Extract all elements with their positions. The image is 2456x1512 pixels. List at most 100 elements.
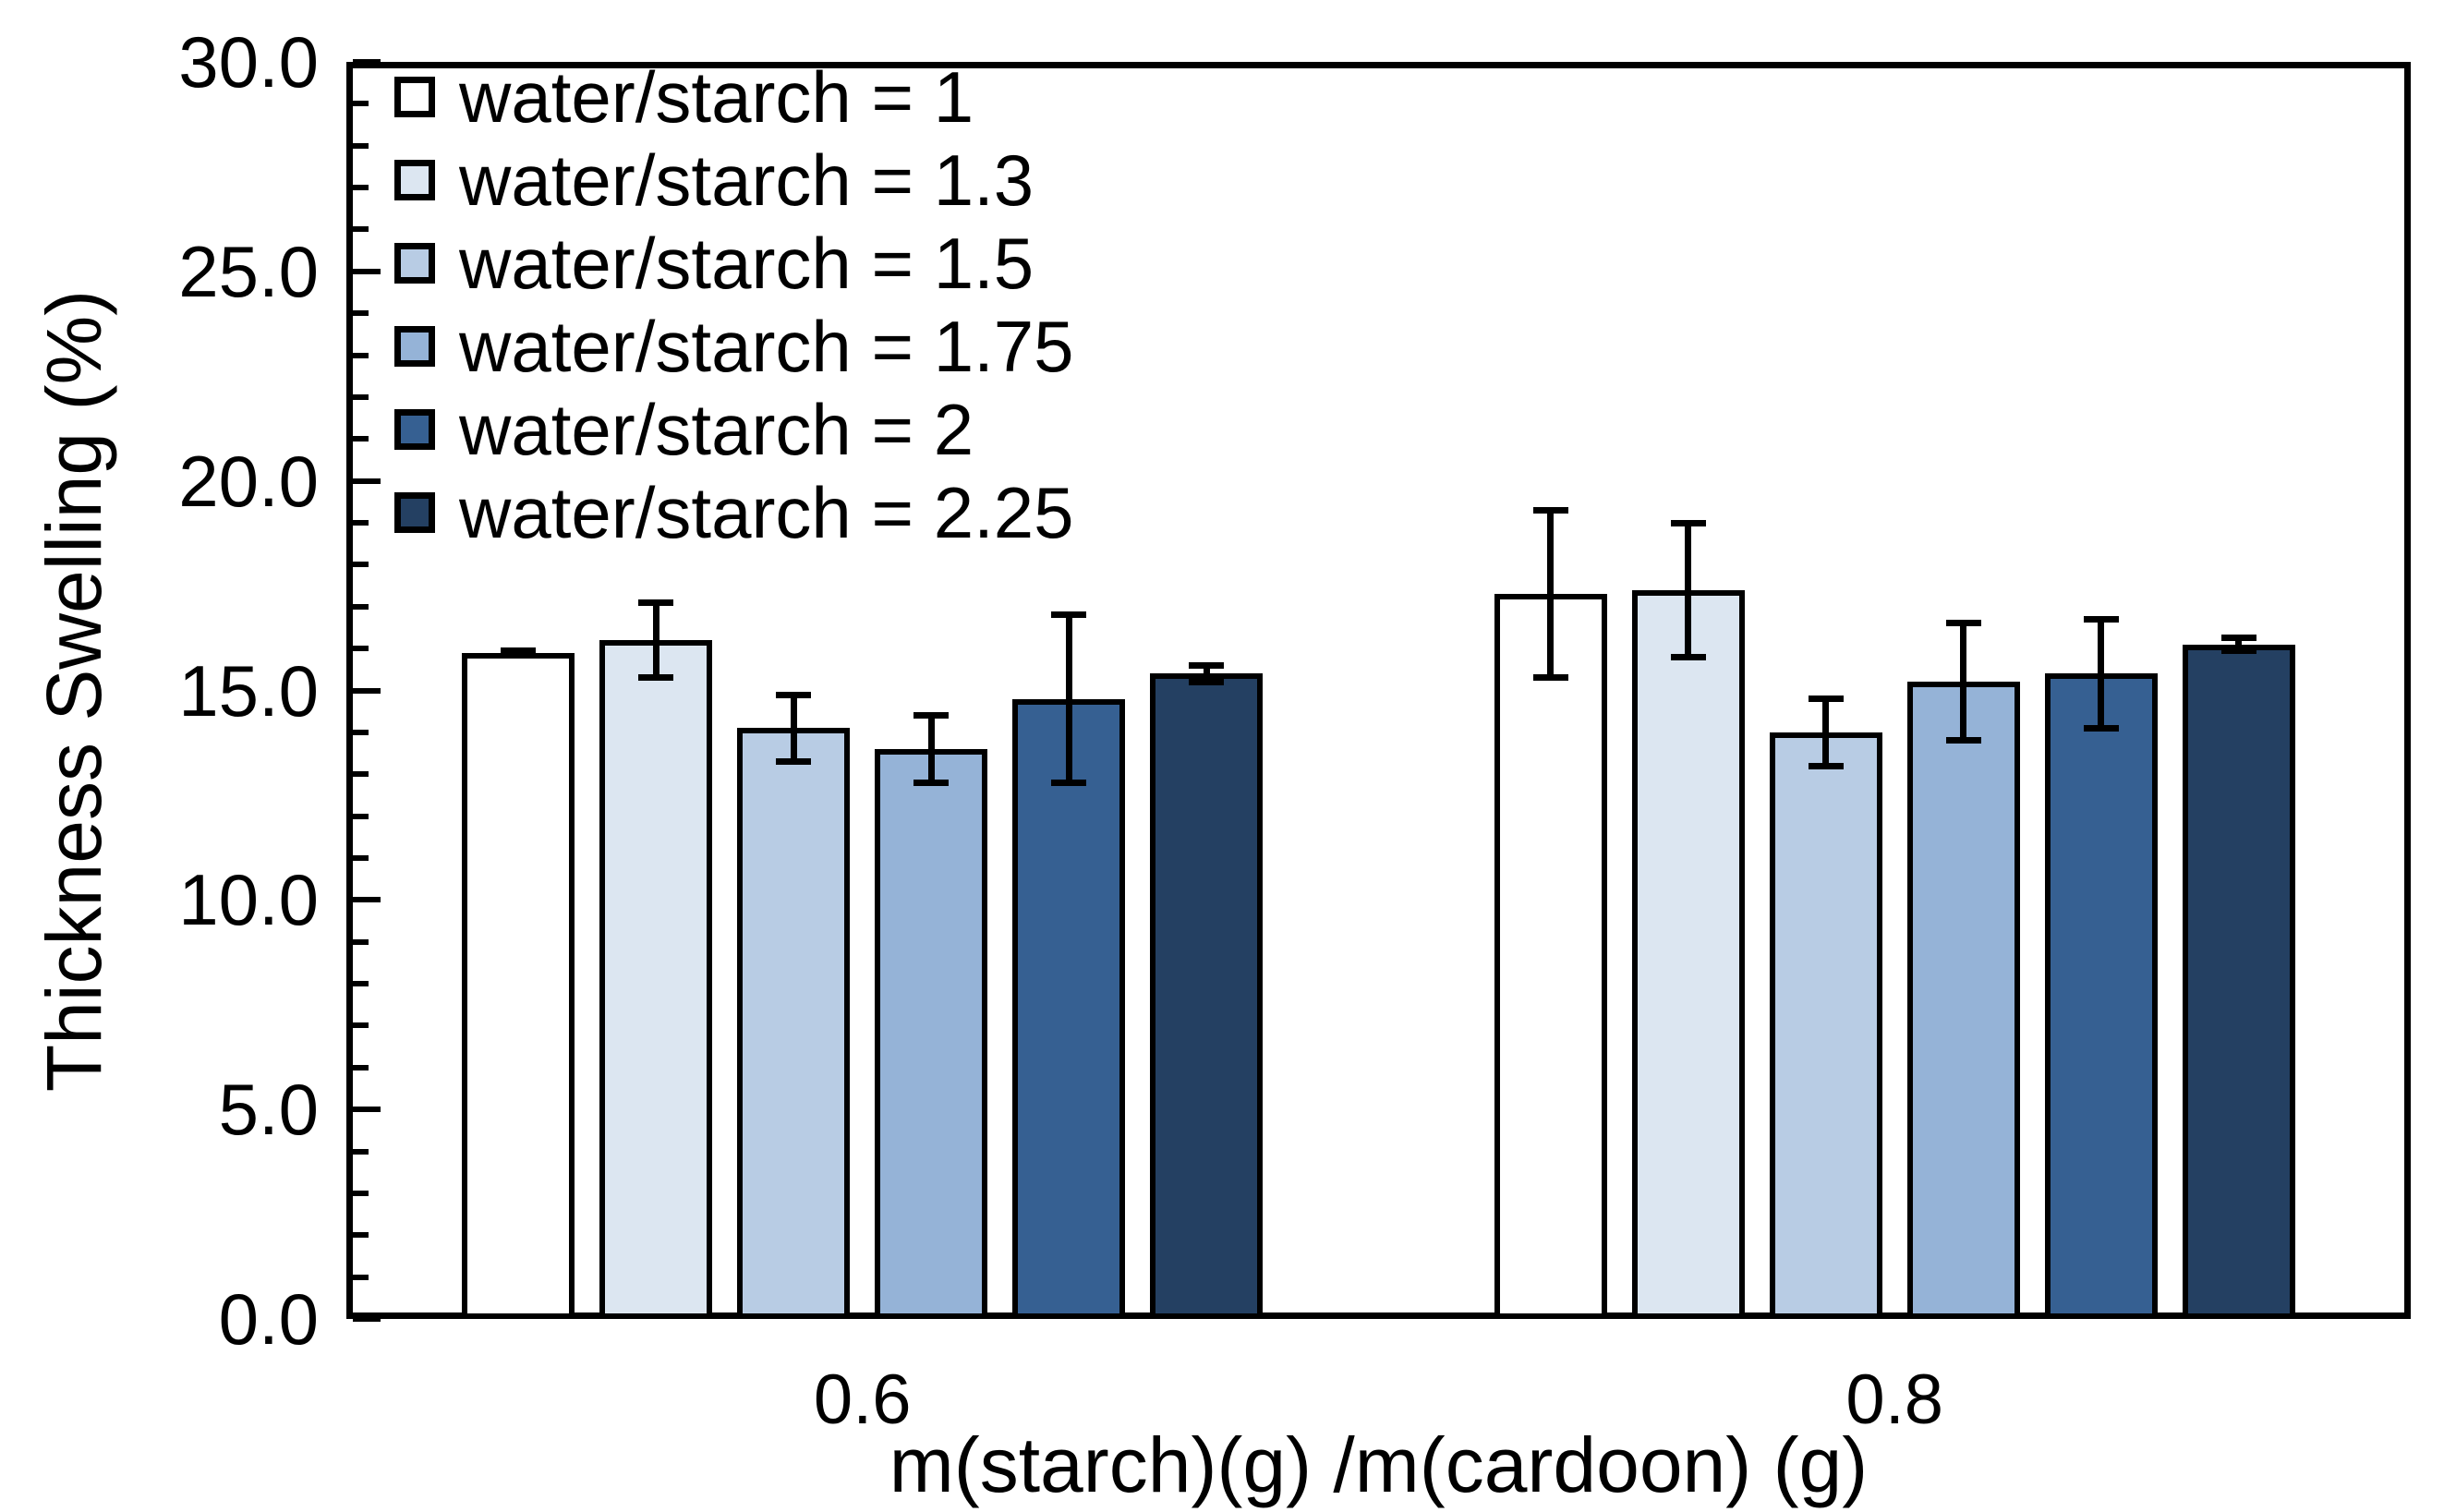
error-bar-line: [652, 602, 659, 678]
y-minor-tick: [353, 142, 369, 149]
error-bar-cap-top: [2220, 635, 2256, 642]
y-minor-tick: [353, 310, 369, 317]
error-bar-cap-bottom: [1532, 674, 1568, 682]
bar-series1-cat1: [462, 652, 575, 1319]
y-tick-label: 25.0: [178, 230, 319, 312]
y-minor-tick: [353, 562, 369, 568]
y-minor-tick: [353, 646, 369, 652]
legend: water/starch = 1 water/starch = 1.3 water/…: [394, 55, 1074, 554]
legend-label: water/starch = 1: [459, 56, 974, 138]
y-minor-tick: [353, 603, 369, 610]
error-bar-cap-top: [638, 599, 674, 606]
y-minor-tick: [353, 938, 369, 945]
error-bar-cap-top: [913, 712, 950, 720]
error-bar-cap-bottom: [776, 758, 812, 766]
y-minor-tick: [353, 226, 369, 233]
error-bar-line: [1203, 665, 1210, 683]
error-bar-line: [2098, 619, 2105, 729]
error-bar-line: [1685, 523, 1692, 658]
error-bar-line: [1822, 698, 1830, 767]
legend-item-5: water/starch = 2: [394, 388, 1074, 471]
error-bar-cap-bottom: [1808, 762, 1844, 769]
x-axis-title: m(starch)(g) /m(cardoon) (g): [889, 1421, 1869, 1508]
y-tick-label: 10.0: [178, 859, 319, 941]
error-bar-cap-bottom: [501, 651, 537, 659]
y-major-tick: [353, 268, 381, 274]
legend-item-4: water/starch = 1.75: [394, 305, 1074, 388]
legend-item-2: water/starch = 1.3: [394, 139, 1074, 222]
legend-label: water/starch = 2: [459, 389, 974, 470]
y-major-tick: [353, 897, 381, 903]
legend-label: water/starch = 1.5: [459, 223, 1034, 304]
legend-item-3: water/starch = 1.5: [394, 222, 1074, 305]
error-bar-cap-bottom: [2220, 647, 2256, 654]
legend-label: water/starch = 2.25: [459, 472, 1074, 553]
error-bar-cap-top: [1189, 661, 1225, 669]
error-bar-line: [1065, 614, 1072, 783]
error-bar-line: [790, 695, 797, 762]
y-minor-tick: [353, 393, 369, 400]
error-bar-cap-bottom: [1945, 737, 1981, 744]
y-minor-tick: [353, 1190, 369, 1196]
error-bar-line: [2235, 637, 2243, 651]
y-tick-label: 20.0: [178, 440, 319, 522]
legend-swatch-icon: [394, 409, 435, 450]
legend-label: water/starch = 1.3: [459, 139, 1034, 221]
y-minor-tick: [353, 981, 369, 987]
error-bar-cap-top: [1532, 506, 1568, 514]
bar-series3-cat2: [1769, 732, 1882, 1319]
error-bar-cap-top: [1945, 620, 1981, 627]
y-major-tick: [353, 59, 381, 65]
y-minor-tick: [353, 1064, 369, 1070]
y-minor-tick: [353, 185, 369, 191]
y-minor-tick: [353, 520, 369, 526]
y-tick-label: 15.0: [178, 649, 319, 732]
bar-series2-cat1: [599, 640, 713, 1319]
error-bar-cap-top: [1670, 519, 1706, 526]
legend-swatch-icon: [394, 243, 435, 284]
bar-series1-cat2: [1494, 594, 1607, 1319]
y-minor-tick: [353, 1148, 369, 1155]
error-bar-cap-top: [1808, 696, 1844, 703]
y-minor-tick: [353, 1274, 369, 1280]
bar-series5-cat1: [1012, 698, 1126, 1319]
bar-series4-cat1: [875, 749, 988, 1319]
y-minor-tick: [353, 436, 369, 442]
y-minor-tick: [353, 101, 369, 107]
legend-swatch-icon: [394, 160, 435, 200]
y-major-tick: [353, 1316, 381, 1322]
y-tick-label: 5.0: [218, 1069, 319, 1151]
error-bar-cap-bottom: [1051, 779, 1087, 786]
y-minor-tick: [353, 771, 369, 778]
y-minor-tick: [353, 729, 369, 735]
legend-item-6: water/starch = 2.25: [394, 471, 1074, 554]
y-axis-title: Thickness Swelling (%): [30, 289, 117, 1092]
error-bar-cap-bottom: [1670, 653, 1706, 660]
y-tick-label: 0.0: [218, 1278, 319, 1360]
y-minor-tick: [353, 1022, 369, 1029]
error-bar-cap-top: [2083, 615, 2119, 623]
x-tick-label: 0.6: [813, 1361, 912, 1439]
legend-swatch-icon: [394, 77, 435, 117]
error-bar-cap-bottom: [913, 779, 950, 786]
error-bar-cap-top: [1051, 611, 1087, 619]
x-tick-label: 0.8: [1845, 1361, 1944, 1439]
error-bar-line: [1547, 510, 1555, 678]
y-major-tick: [353, 687, 381, 694]
legend-item-1: water/starch = 1: [394, 55, 1074, 139]
y-major-tick: [353, 478, 381, 484]
legend-swatch-icon: [394, 326, 435, 367]
bar-series6-cat2: [2182, 644, 2295, 1319]
y-minor-tick: [353, 1232, 369, 1239]
bar-series4-cat2: [1906, 682, 2020, 1319]
error-bar-line: [927, 715, 935, 783]
bar-series2-cat2: [1631, 589, 1745, 1319]
y-minor-tick: [353, 813, 369, 819]
y-minor-tick: [353, 854, 369, 861]
error-bar-line: [1960, 623, 1967, 741]
y-tick-label: 30.0: [178, 21, 319, 103]
legend-swatch-icon: [394, 492, 435, 533]
error-bar-cap-bottom: [1189, 678, 1225, 685]
legend-label: water/starch = 1.75: [459, 306, 1074, 387]
